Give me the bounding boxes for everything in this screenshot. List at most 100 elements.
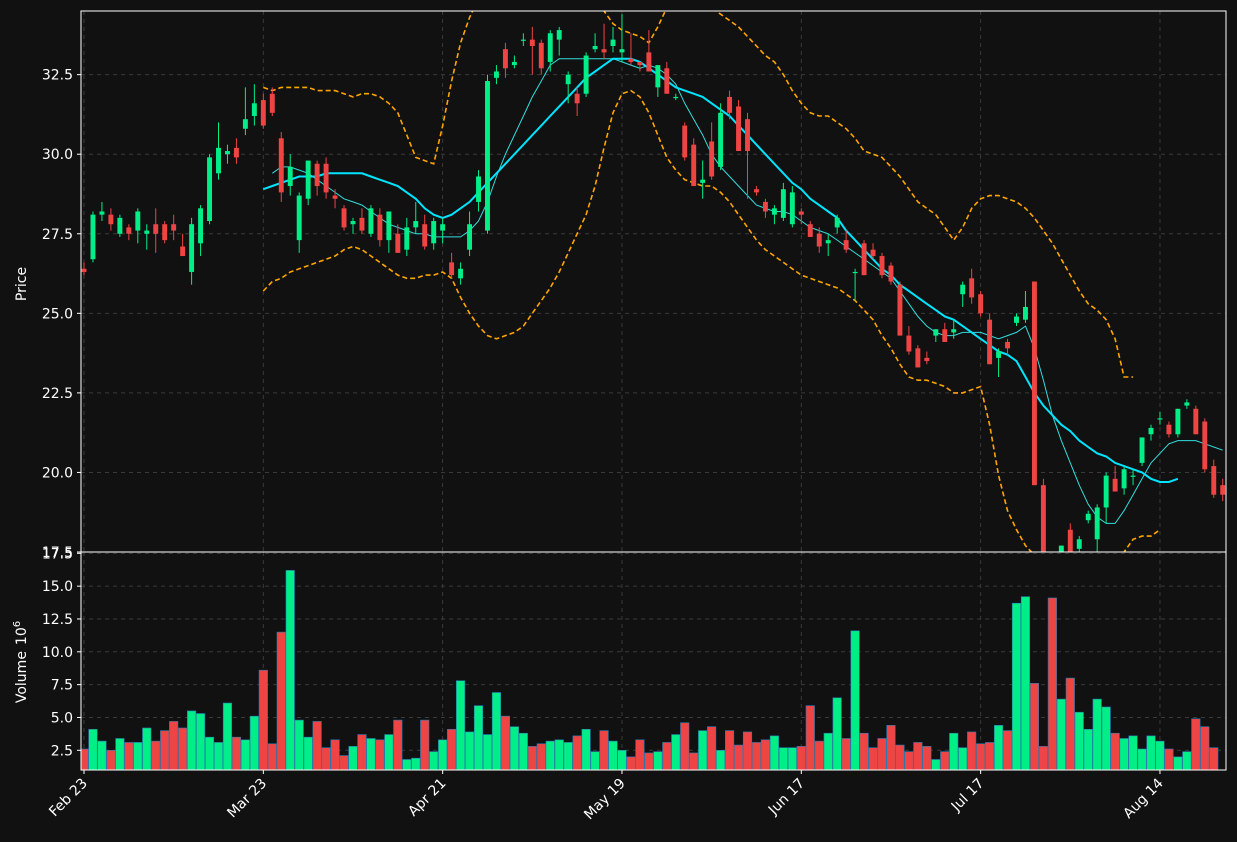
candle-body <box>780 189 786 218</box>
candle-body <box>547 33 553 62</box>
candle-body <box>359 217 365 231</box>
candle-body <box>511 61 517 66</box>
candle-body <box>368 208 374 234</box>
volume-bar <box>967 731 977 770</box>
candle <box>978 291 984 317</box>
candle <box>789 186 795 228</box>
volume-bar <box>294 719 304 770</box>
volume-bar <box>787 747 797 770</box>
candle-body <box>762 201 768 212</box>
candle-body <box>1031 281 1037 486</box>
volume-bar <box>169 721 179 770</box>
xtick-label: Jul 17 <box>948 776 988 816</box>
lower-band-line <box>262 89 1161 552</box>
volume-bar <box>429 751 439 770</box>
candle-body <box>529 39 535 47</box>
candle-body <box>323 163 329 193</box>
axes-frames <box>80 10 1227 771</box>
volume-bar <box>994 725 1004 770</box>
candle <box>81 262 87 276</box>
volume-bar <box>393 719 403 770</box>
volume-bar <box>456 680 466 770</box>
volume-ytick-label: 5.0 <box>51 710 73 726</box>
volume-bar <box>491 692 502 770</box>
candle-body <box>350 221 356 225</box>
price-panel-frame <box>80 10 1227 553</box>
candle-body <box>135 211 141 231</box>
volume-bar <box>1164 748 1174 770</box>
candle-body <box>395 233 401 253</box>
candle-body <box>458 268 464 279</box>
candle <box>780 182 786 222</box>
volume-axis-label-text: Volume <box>14 651 30 703</box>
volume-bar <box>1074 711 1084 770</box>
candle <box>879 252 885 279</box>
candle <box>1094 504 1100 552</box>
candle <box>216 122 221 180</box>
volume-bar <box>1173 756 1183 770</box>
volume-bar <box>464 731 475 770</box>
candle-body <box>870 249 876 257</box>
candle <box>852 268 858 301</box>
candle <box>592 33 598 53</box>
candle <box>718 103 724 171</box>
candle <box>987 313 993 365</box>
candle <box>117 214 123 237</box>
volume-bar <box>1200 726 1210 770</box>
volume-bar <box>1020 596 1031 770</box>
candle-body <box>798 211 804 215</box>
volume-bar <box>913 742 923 770</box>
candle <box>511 55 517 69</box>
candle <box>870 243 876 260</box>
candle <box>807 221 813 237</box>
volume-bar <box>1038 746 1048 770</box>
candle-body <box>251 103 257 117</box>
candle-body <box>189 224 195 272</box>
volume-bar <box>151 740 161 770</box>
candle-body <box>646 52 652 72</box>
volume-bar <box>1047 597 1057 770</box>
xtick-label: Mar 23 <box>224 776 270 822</box>
candle <box>135 208 141 244</box>
volume-bar <box>922 746 932 770</box>
candle-body <box>1040 485 1046 552</box>
candle <box>108 208 114 231</box>
candle-body <box>879 256 885 276</box>
candle <box>798 208 804 225</box>
volume-bar <box>545 740 555 770</box>
volume-bar <box>509 726 519 770</box>
candle-body <box>502 49 508 69</box>
candle-body <box>1175 408 1181 435</box>
volume-bar <box>832 697 842 770</box>
candle-body <box>1193 408 1199 435</box>
candle-body <box>816 233 822 247</box>
candle <box>260 93 266 129</box>
volume-bar <box>751 742 762 770</box>
candle <box>906 326 912 355</box>
volume-bar <box>249 715 259 770</box>
candle-body <box>789 192 795 225</box>
volume-bar <box>733 744 744 770</box>
candle <box>1193 405 1199 435</box>
candle <box>1112 466 1118 492</box>
candle <box>520 33 526 47</box>
candle-body <box>951 329 957 333</box>
candle <box>601 23 607 59</box>
candle <box>162 221 168 244</box>
volume-bar <box>1119 738 1129 770</box>
candle-body <box>843 240 849 250</box>
volume-bar <box>1209 747 1219 770</box>
candle <box>1139 437 1145 467</box>
volume-bar <box>1002 730 1013 770</box>
volume-ytick-label: 17.5 <box>42 546 73 562</box>
volume-bar <box>662 742 672 770</box>
candle-body <box>1103 475 1109 508</box>
volume-bar <box>447 728 457 770</box>
price-ytick-label: 17.5 <box>42 545 73 561</box>
volume-axis-label: Volume 106 <box>12 621 30 703</box>
candle <box>502 42 508 78</box>
volume-bar <box>769 735 779 770</box>
candle-body <box>978 294 984 314</box>
candle <box>1166 421 1172 438</box>
candle-body <box>897 284 903 336</box>
